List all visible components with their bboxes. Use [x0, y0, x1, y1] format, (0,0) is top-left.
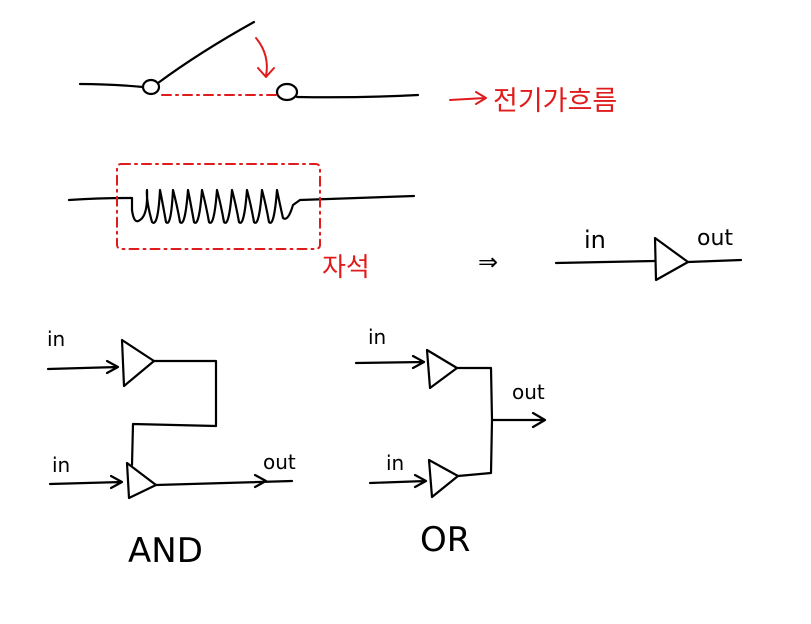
or-in2-label: in	[386, 451, 404, 475]
and-in2-arrow	[48, 474, 124, 490]
or-in1-arrow	[354, 354, 426, 370]
coil-winding	[130, 188, 302, 224]
or-out-label: out	[512, 380, 545, 404]
and-title: AND	[128, 531, 203, 571]
and-relay2	[125, 461, 158, 500]
flow-label: 전기가흐름	[493, 86, 617, 117]
and-out-label: out	[263, 450, 296, 474]
and-connection-wire	[130, 359, 218, 467]
coil-right-wire	[298, 194, 416, 202]
magnet-label: 자석	[322, 253, 370, 283]
switch-right-wire	[295, 93, 420, 99]
or-top-wire	[455, 366, 494, 422]
or-in2-arrow	[368, 473, 428, 489]
switch-lever	[156, 20, 256, 85]
or-in1-label: in	[368, 325, 386, 349]
or-output-arrow	[490, 411, 547, 429]
switch-left-wire	[78, 82, 145, 89]
switch-right-contact	[275, 82, 299, 102]
relay-symbol: in out	[554, 226, 743, 282]
and-in1-label: in	[47, 327, 65, 351]
coil-diagram: 자석 ⇒	[67, 163, 498, 283]
and-in1-arrow	[46, 359, 120, 375]
and-output-arrow	[154, 473, 294, 489]
relay-triangle	[653, 236, 690, 282]
implies-symbol: ⇒	[478, 248, 498, 276]
flow-arrow	[449, 91, 487, 105]
or-relay1	[425, 348, 459, 390]
or-bottom-wire	[456, 418, 494, 478]
and-relay1	[120, 338, 156, 388]
relay-in-label: in	[584, 226, 606, 254]
or-gate-diagram: in in out OR	[354, 325, 547, 560]
or-relay2	[427, 458, 460, 499]
magnet-dashed-box	[116, 163, 321, 250]
and-gate-diagram: in in out AND	[46, 327, 296, 571]
switch-left-contact	[141, 78, 161, 96]
switch-close-arrow	[255, 37, 275, 78]
relay-output-wire	[686, 258, 743, 264]
switch-diagram: 전기가흐름	[78, 20, 617, 117]
or-title: OR	[420, 520, 470, 560]
relay-input-wire	[554, 259, 657, 265]
relay-out-label: out	[697, 226, 733, 251]
and-in2-label: in	[52, 453, 70, 477]
coil-left-wire	[67, 196, 134, 202]
